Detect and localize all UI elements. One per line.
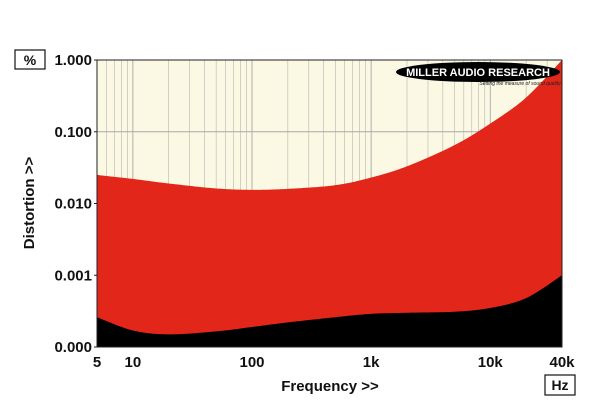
y-tick-label: 0.000 xyxy=(54,339,92,356)
x-tick-label: 10 xyxy=(125,354,142,371)
x-tick-label: 100 xyxy=(239,354,264,371)
y-axis-ticks: 0.000 0.001 0.010 0.100 1.000 xyxy=(54,52,97,356)
x-unit-box: Hz xyxy=(544,374,576,396)
x-tick-label: 40k xyxy=(549,354,575,371)
y-tick-label: 0.100 xyxy=(54,124,92,141)
y-tick-label: 0.010 xyxy=(54,196,92,213)
y-axis-title: Distortion >> xyxy=(21,157,38,250)
series-layer xyxy=(97,60,562,347)
x-axis-title: Frequency >> xyxy=(281,378,379,395)
x-unit-label: Hz xyxy=(551,377,568,393)
upper-distortion-area xyxy=(97,60,562,347)
y-tick-label: 1.000 xyxy=(54,52,92,69)
y-tick-label: 0.001 xyxy=(54,267,92,284)
logo-text: MILLER AUDIO RESEARCH xyxy=(406,67,550,79)
y-unit-box: % xyxy=(14,49,46,70)
lower-distortion-area xyxy=(97,275,562,347)
x-tick-label: 1k xyxy=(363,354,380,371)
miller-audio-research-logo: MILLER AUDIO RESEARCH Setting the measur… xyxy=(396,62,561,87)
x-axis-ticks: 5 10 100 1k 10k 40k xyxy=(93,354,575,371)
x-tick-label: 10k xyxy=(478,354,504,371)
logo-tagline: Setting the measure of sound quality xyxy=(479,81,561,87)
x-tick-label: 5 xyxy=(93,354,101,371)
y-unit-label: % xyxy=(24,52,37,68)
